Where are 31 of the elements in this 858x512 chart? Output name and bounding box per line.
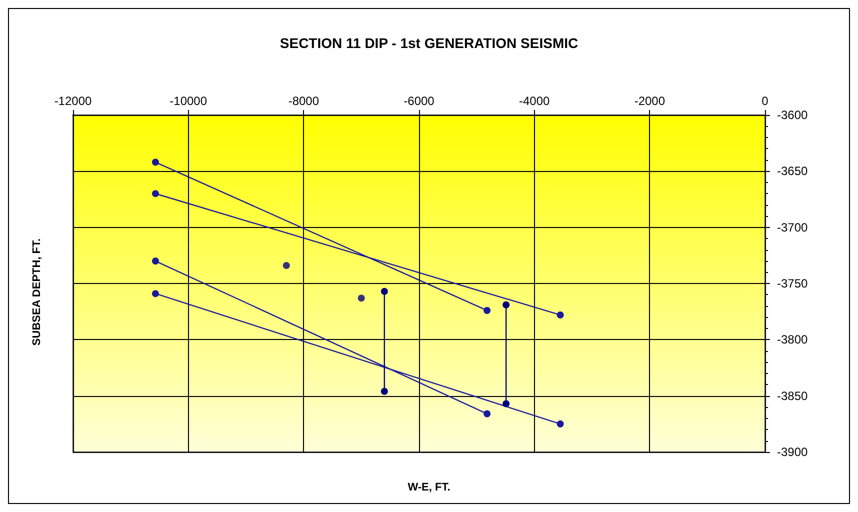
point <box>556 420 564 428</box>
point <box>152 290 159 298</box>
point <box>502 400 510 408</box>
x-tick-label: -8000 <box>288 94 320 108</box>
chart-title: SECTION 11 DIP - 1st GENERATION SEISMIC <box>280 35 578 51</box>
point <box>380 388 388 395</box>
point <box>152 190 159 198</box>
y-tick-label: -3900 <box>777 445 808 459</box>
y-tick-label: -3800 <box>777 332 808 347</box>
point <box>380 288 388 295</box>
y-tick-label: -3850 <box>777 388 808 403</box>
point <box>556 311 564 318</box>
y-tick-label: -3650 <box>777 164 808 178</box>
x-axis-title: W-E, FT. <box>408 482 450 494</box>
x-tick-label: -2000 <box>634 94 666 108</box>
x-tick-label: -4000 <box>518 94 550 108</box>
point <box>502 301 510 308</box>
point <box>152 258 159 265</box>
y-tick-label: -3600 <box>777 108 808 122</box>
x-tick-label: -12000 <box>54 94 92 108</box>
y-tick-label: -3750 <box>777 276 808 290</box>
point <box>282 262 290 270</box>
y-tick-label: -3700 <box>777 220 808 234</box>
point <box>484 306 491 314</box>
point <box>484 410 491 418</box>
x-tick-label: 0 <box>762 94 769 108</box>
y-axis-title: SUBSEA DEPTH, FT. <box>31 238 43 346</box>
x-tick-label: -10000 <box>170 94 208 108</box>
point <box>152 158 159 166</box>
x-tick-label: -6000 <box>404 94 435 108</box>
point <box>358 294 365 302</box>
